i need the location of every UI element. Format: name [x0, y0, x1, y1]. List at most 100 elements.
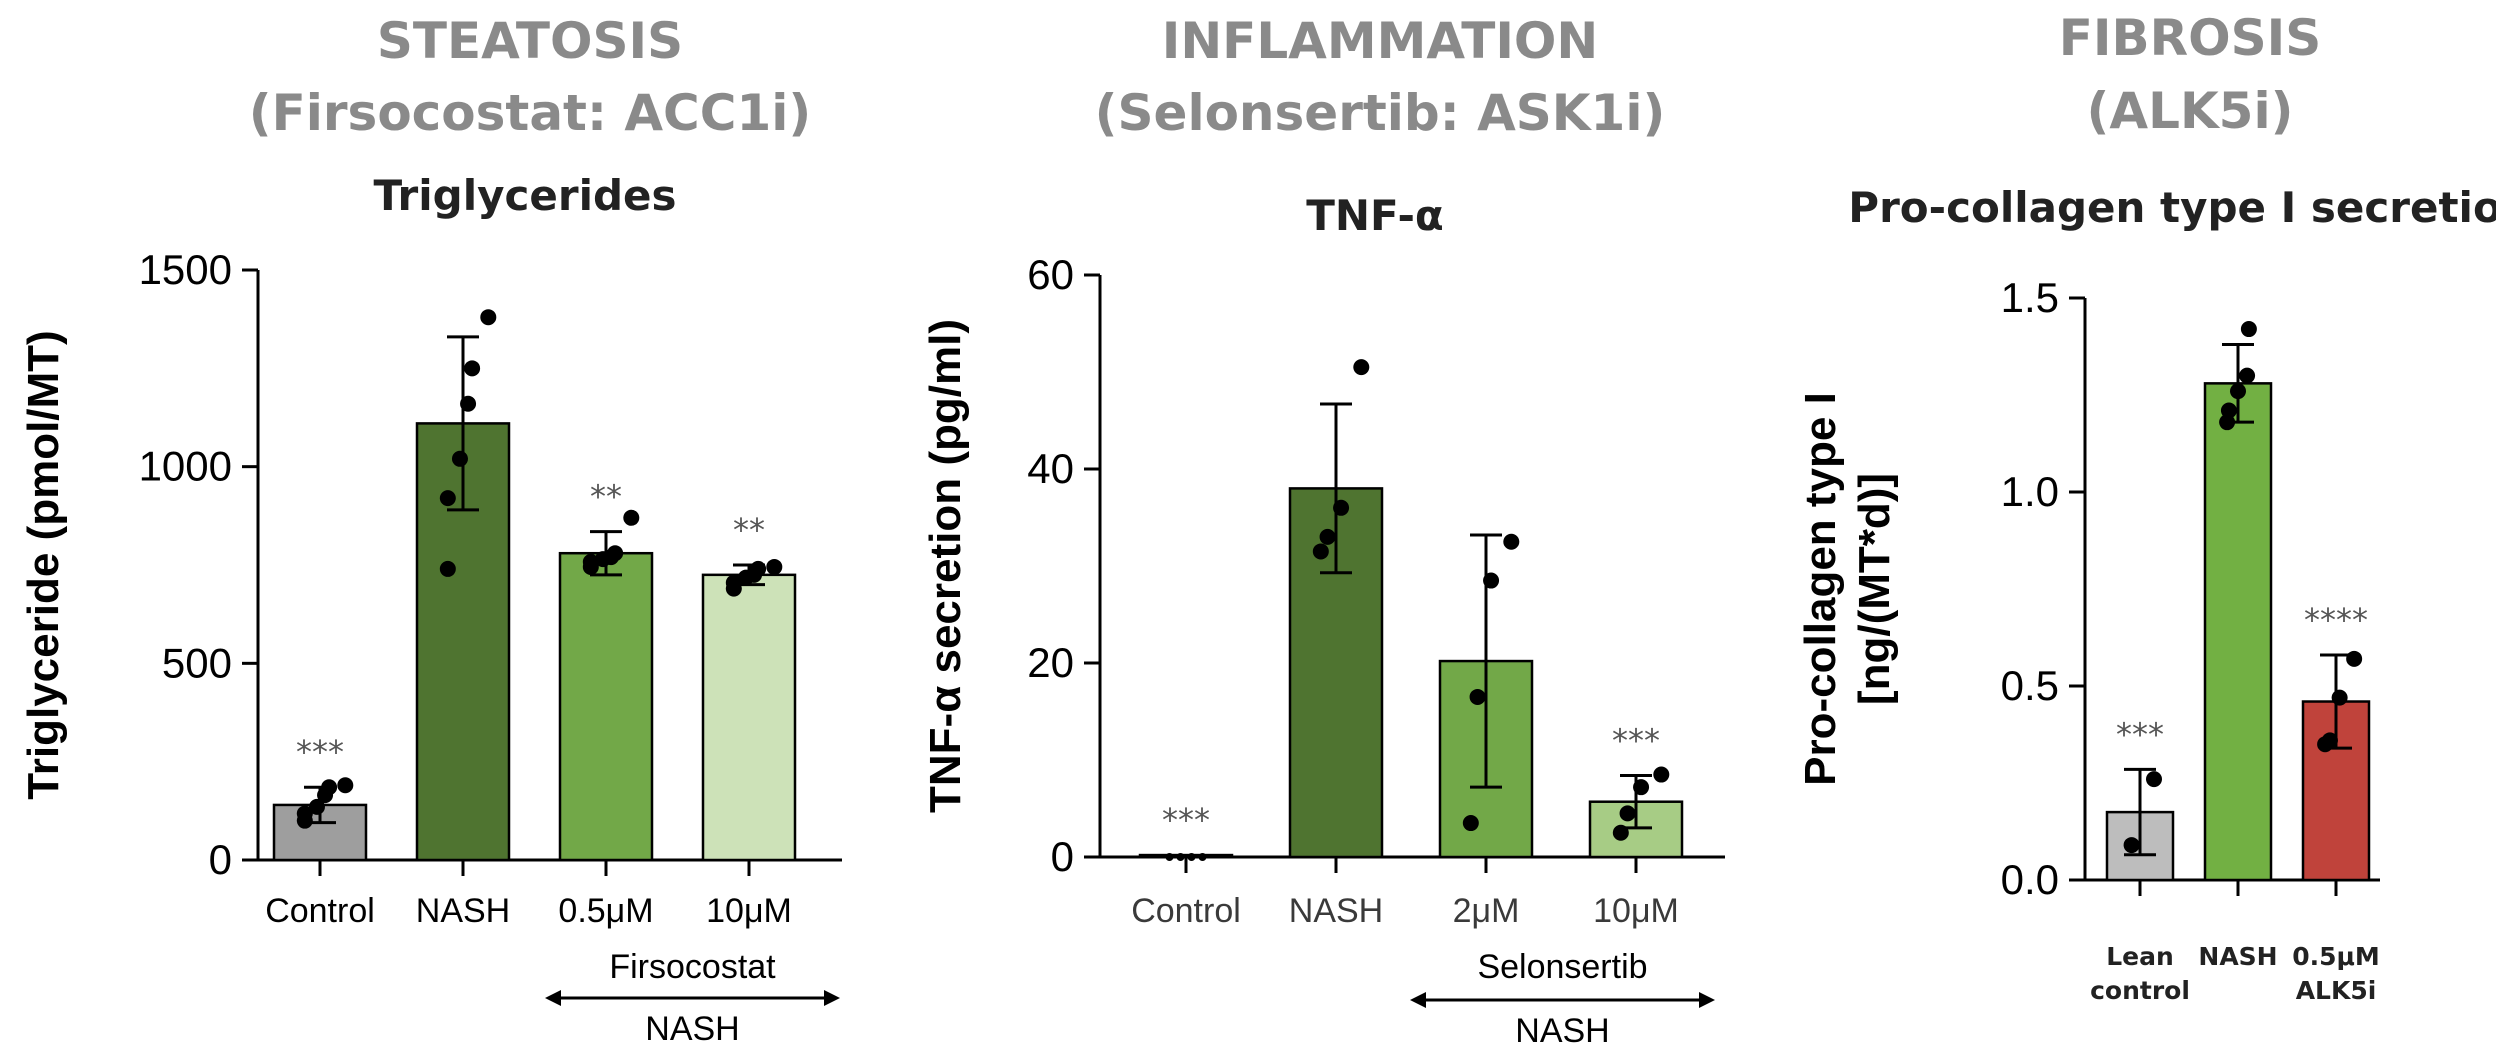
section-title-line: INFLAMMATION [1162, 12, 1599, 70]
category-label: NASH [416, 892, 510, 930]
group-sublabel: NASH [645, 1010, 739, 1048]
y-tick-label: 0 [1051, 833, 1074, 880]
significance-label: *** [1162, 801, 1210, 839]
fibrosis-panel: FIBROSIS (ALK5i) Pro-collagen type I secre… [1796, 9, 2496, 1005]
left-arrowhead [1410, 992, 1426, 1008]
data-point [1187, 853, 1196, 861]
data-point [451, 450, 468, 467]
section-title-line: (Firsocostat: ACC1i) [249, 84, 811, 142]
data-point [2230, 383, 2246, 400]
y-tick-label: 0.5 [2001, 662, 2059, 709]
data-point [439, 560, 456, 577]
right-arrowhead [1699, 992, 1715, 1008]
data-point [2240, 321, 2257, 338]
chart-title: TNF-α [1306, 191, 1443, 240]
section-title-line: (Selonsertib: ASK1i) [1095, 84, 1666, 142]
category-label: Lean [2106, 942, 2174, 971]
bar [701, 573, 797, 862]
data-point [607, 545, 624, 562]
chart-title: Triglycerides [373, 171, 676, 220]
category-label: 0.5μM [558, 892, 653, 930]
data-point [2321, 732, 2338, 749]
data-point [1462, 815, 1479, 832]
y-tick-label: 1.0 [2001, 468, 2059, 515]
data-point [1353, 359, 1370, 376]
y-axis-label-text: TNF-α secretion (pg/ml) [921, 319, 970, 813]
category-label: NASH [1289, 892, 1383, 930]
chart-title: Pro-collagen type I secretion [1848, 183, 2496, 232]
y-tick-label: 500 [162, 639, 232, 686]
data-point [2146, 771, 2162, 788]
data-point [725, 574, 742, 591]
data-point [1619, 805, 1636, 822]
category-label: 10μM [1593, 892, 1679, 930]
group-sublabel: NASH [1515, 1012, 1609, 1050]
data-point [1312, 543, 1329, 560]
data-point [582, 553, 599, 570]
y-axis-label-text: Triglyceride (pmol/MT) [19, 330, 68, 799]
significance-label: *** [2116, 715, 2164, 753]
data-point [296, 805, 313, 822]
steatosis-panel: STEATOSIS (Firsocostat: ACC1i) Triglycerid… [19, 12, 842, 1048]
y-axis-label: Triglyceride (pmol/MT) [19, 330, 68, 799]
y-tick-label: 0 [209, 836, 232, 883]
data-point [766, 558, 783, 575]
inflammation-panel: INFLAMMATION (Selonsertib: ASK1i) TNF-α TNF… [921, 12, 1725, 1050]
data-point [1469, 688, 1486, 705]
data-point [337, 777, 354, 794]
right-arrowhead [824, 990, 840, 1006]
y-axis-label-text: [ng/(MT*d)] [1850, 473, 1899, 705]
data-point [321, 779, 338, 796]
data-point [1198, 853, 1207, 861]
data-point [1319, 528, 1336, 545]
y-tick-label: 1000 [139, 443, 232, 490]
data-point [439, 490, 456, 507]
significance-label: **** [2304, 601, 2368, 639]
category-label: 0.5μM [2292, 942, 2380, 971]
bar [1138, 853, 1234, 859]
significance-label: *** [1612, 722, 1660, 760]
group-label: Selonsertib [1477, 948, 1647, 986]
data-point [1176, 853, 1185, 861]
data-point [1503, 533, 1520, 550]
group-label: Firsocostat [609, 948, 776, 986]
data-point [2220, 402, 2237, 419]
y-tick-label: 1.5 [2001, 274, 2059, 321]
significance-label: *** [296, 733, 344, 771]
data-point [1165, 853, 1174, 861]
bar [2203, 382, 2273, 882]
y-tick-label: 0.0 [2001, 856, 2059, 903]
data-point [2239, 367, 2256, 384]
section-title-line: FIBROSIS [2059, 9, 2322, 67]
data-point [460, 395, 477, 412]
y-tick-label: 40 [1027, 445, 1074, 492]
category-label: NASH [2198, 942, 2277, 971]
data-point [1483, 572, 1500, 589]
data-point [464, 360, 481, 377]
data-point [1333, 499, 1350, 516]
category-label: control [2090, 976, 2190, 1005]
bar [415, 422, 511, 862]
data-point [1653, 766, 1670, 783]
significance-label: ** [733, 511, 765, 549]
data-point [750, 560, 767, 577]
data-point [2331, 689, 2348, 706]
left-arrowhead [545, 990, 561, 1006]
data-point [2346, 650, 2363, 667]
significance-label: ** [590, 478, 622, 516]
y-tick-label: 60 [1027, 251, 1074, 298]
category-label: 10μM [706, 892, 792, 930]
section-title-line: STEATOSIS [377, 12, 683, 70]
data-point [308, 798, 325, 815]
y-axis-label-text: Pro-collagen type I [1796, 392, 1845, 786]
category-label: ALK5i [2296, 976, 2377, 1005]
category-label: Control [1131, 892, 1241, 930]
y-tick-label: 1500 [139, 246, 232, 293]
y-axis-label: Pro-collagen type I [ng/(MT*d)] [1796, 392, 1899, 786]
bar [558, 551, 654, 862]
data-point [1612, 824, 1629, 841]
y-tick-label: 20 [1027, 639, 1074, 686]
data-point [480, 309, 497, 326]
data-point [1633, 779, 1650, 796]
